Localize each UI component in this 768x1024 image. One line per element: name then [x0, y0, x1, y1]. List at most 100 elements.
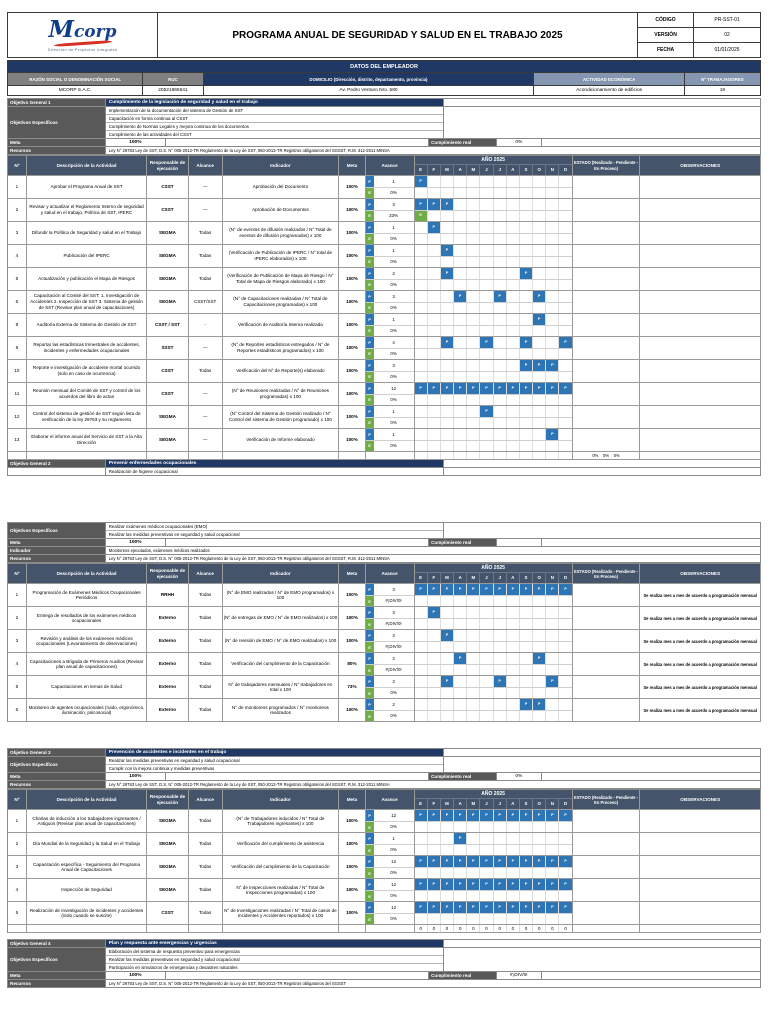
codigo-label: CÓDIGO — [638, 13, 695, 27]
month-cell — [520, 653, 534, 664]
month-cell — [546, 187, 560, 198]
month-header: E — [414, 798, 428, 810]
activity-responsible: SEGMA — [147, 429, 189, 452]
month-header: O — [533, 572, 547, 584]
activity-description: Reunión mensual del Comité de SST y cont… — [26, 383, 148, 406]
razon-social-label: RAZÓN SOCIAL O DENOMINACIÓN SOCIAL — [8, 73, 143, 86]
col-resp: Responsable de ejecución — [147, 156, 189, 176]
activity-progress: P 12 E 0% — [365, 810, 415, 834]
month-header: E — [414, 164, 428, 175]
month-cell — [467, 417, 481, 428]
activity-progress: P 3 E #¡DIV/0! — [365, 630, 415, 654]
activity-responsible: SEGMA — [147, 245, 189, 268]
planned-month-cell: P — [454, 383, 468, 394]
month-cell — [428, 337, 441, 348]
planned-badge: P — [365, 856, 374, 867]
year-label: AÑO 2025 — [414, 564, 572, 573]
month-header: F — [427, 572, 441, 584]
planned-badge: P — [365, 810, 374, 821]
executed-line: E 0% — [365, 844, 414, 856]
col-avance: Avance — [365, 790, 415, 811]
planned-month-cell: P — [506, 879, 520, 890]
month-cell — [533, 821, 547, 833]
month-cell — [494, 360, 507, 371]
activity-number: 1 — [8, 584, 27, 608]
month-cell — [441, 417, 455, 428]
month-cell — [480, 595, 494, 607]
executed-value: 0% — [390, 916, 397, 922]
activity-progress: P 1 E 0% — [365, 833, 415, 857]
planned-month-cell: P — [454, 291, 468, 302]
month-cell — [546, 867, 560, 879]
month-cell — [507, 664, 520, 676]
month-cell — [559, 268, 571, 279]
executed-line: E 0% — [365, 325, 414, 336]
activity-progress: P 3 E 0% — [365, 360, 415, 383]
month-cell — [494, 245, 507, 256]
month-cell — [454, 302, 468, 313]
activity-indicator: Verificación del cumplimiento de la Capa… — [222, 653, 340, 677]
objetivo-especifico: Realizar exámenes médicos ocupacionales … — [105, 523, 444, 532]
month-header: A — [506, 572, 520, 584]
razon-social-value: MCORP S.A.C. — [58, 88, 92, 93]
month-cell — [415, 233, 428, 244]
month-cell — [480, 245, 494, 256]
month-cell — [467, 187, 481, 198]
month-cell — [494, 256, 507, 267]
activity-status — [572, 222, 641, 245]
col-alcance: Alcance — [188, 156, 223, 176]
executed-value: 0% — [390, 713, 397, 719]
employer-trabajadores: Nº TRABAJADORES 19 — [684, 73, 760, 95]
month-cell — [467, 890, 481, 902]
spacer — [444, 468, 760, 476]
planned-month-cell: P — [467, 584, 481, 595]
month-cell — [546, 222, 560, 233]
activity-scope: — — [188, 406, 223, 429]
month-cell — [533, 210, 547, 221]
footer-month-total — [467, 452, 481, 460]
planned-schedule-row: P — [414, 222, 572, 234]
activity-number: 13 — [8, 429, 27, 452]
planned-month-cell: P — [440, 630, 455, 641]
activity-table-header: Nº Descripción de la Actividad Responsable… — [8, 156, 761, 176]
activity-observation — [640, 199, 761, 222]
footer-month-total: 0 — [520, 925, 534, 933]
planned-month-cell: P — [546, 810, 560, 821]
month-cell — [467, 664, 481, 676]
executed-value: 0% — [390, 282, 397, 287]
planned-value: 1 — [392, 408, 395, 414]
month-cell — [415, 325, 428, 336]
planned-month-cell: P — [546, 584, 560, 595]
cumplimiento-real-label: Cumplimiento real — [429, 139, 497, 146]
executed-schedule-row — [415, 302, 572, 313]
planned-badge: P — [365, 607, 374, 618]
spacer — [444, 523, 760, 539]
month-cell — [494, 867, 507, 879]
planned-month-cell: P — [519, 879, 534, 890]
planned-month-cell: P — [559, 902, 572, 913]
executed-schedule-row — [415, 325, 572, 336]
ruc-label: RUC — [143, 73, 203, 86]
month-cell — [520, 406, 534, 417]
month-cell — [441, 302, 455, 313]
footer-month-total: 0 — [564, 926, 567, 931]
month-cell — [480, 618, 494, 630]
activity-status — [572, 268, 641, 291]
activity-row: 5 Capacitaciones en temas de Salud Externo… — [8, 676, 761, 700]
month-cell — [415, 913, 428, 925]
activity-scope: - — [188, 314, 223, 337]
activity-row: 9 Reportar las estadísticas trimestrales … — [8, 337, 761, 360]
month-cell — [428, 641, 441, 653]
month-cell — [467, 406, 481, 417]
month-cell — [559, 665, 571, 676]
month-cell — [507, 699, 520, 710]
activity-description: Entrega de resultados de los exámenes mé… — [26, 607, 148, 631]
executed-schedule-row — [415, 618, 572, 630]
planned-badge: P — [365, 630, 374, 641]
footer-cell — [26, 925, 148, 934]
executed-badge: E — [365, 890, 374, 902]
